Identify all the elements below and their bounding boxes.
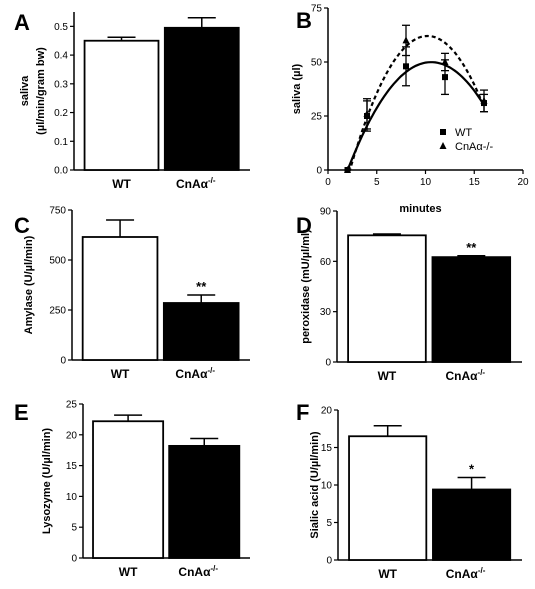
y-tick-label: 30 bbox=[320, 307, 332, 318]
y-tick-label: 25 bbox=[66, 400, 78, 411]
y-axis-label: (µl/min/gram bw) bbox=[35, 47, 47, 135]
y-tick-label: 15 bbox=[321, 443, 333, 454]
data-point-wt bbox=[403, 63, 409, 70]
panel-label-a: A bbox=[14, 10, 30, 35]
y-tick-label: 750 bbox=[49, 206, 66, 217]
y-tick-label: 75 bbox=[311, 4, 323, 15]
y-tick-label: 10 bbox=[66, 492, 78, 503]
data-point-knockout bbox=[363, 109, 371, 117]
legend-label: CnAα-/- bbox=[455, 141, 493, 153]
y-tick-label: 0 bbox=[71, 554, 77, 565]
data-point-knockout bbox=[402, 36, 410, 44]
category-superscript: -/- bbox=[478, 566, 486, 575]
y-tick-label: 15 bbox=[66, 461, 78, 472]
x-axis-label: minutes bbox=[399, 203, 441, 215]
panel-label-f: F bbox=[296, 400, 309, 425]
bar-wt bbox=[347, 234, 427, 363]
bar-wt bbox=[81, 236, 159, 361]
data-point-wt bbox=[442, 74, 448, 81]
category-superscript: -/- bbox=[208, 176, 216, 185]
category-label: CnAα-/- bbox=[446, 368, 486, 383]
data-point-knockout bbox=[344, 166, 351, 173]
y-tick-label: 20 bbox=[66, 430, 78, 441]
category-superscript: -/- bbox=[210, 564, 218, 573]
x-tick-label: 0 bbox=[325, 177, 331, 188]
y-tick-label: 0 bbox=[316, 166, 322, 177]
fit-curve-wt bbox=[346, 61, 485, 171]
y-tick-label: 0.5 bbox=[54, 22, 68, 33]
x-tick-label: 10 bbox=[420, 177, 432, 188]
bar-cna bbox=[163, 26, 240, 171]
panel-label-e: E bbox=[14, 400, 29, 425]
y-axis-label: saliva bbox=[19, 75, 31, 106]
category-superscript: -/- bbox=[207, 366, 215, 375]
y-tick-label: 60 bbox=[320, 257, 332, 268]
y-tick-label: 0.3 bbox=[54, 79, 68, 90]
data-point-knockout bbox=[480, 96, 488, 104]
y-axis-label: Amylase (U/µl/min) bbox=[23, 235, 35, 334]
y-axis-label: peroxidase (mU/µl/ml) bbox=[300, 229, 312, 344]
y-tick-label: 50 bbox=[311, 58, 323, 69]
y-tick-label: 500 bbox=[49, 256, 66, 267]
y-tick-label: 0 bbox=[325, 358, 331, 369]
bar-wt bbox=[348, 435, 428, 561]
panel-label-b: B bbox=[296, 8, 312, 33]
category-label: WT bbox=[112, 177, 131, 191]
data-point-knockout bbox=[441, 58, 449, 65]
y-tick-label: 10 bbox=[321, 481, 333, 492]
category-label: CnAα-/- bbox=[175, 366, 215, 381]
significance-marker: ** bbox=[196, 279, 207, 294]
y-tick-label: 90 bbox=[320, 207, 332, 218]
category-label: WT bbox=[111, 367, 130, 381]
bar-cna bbox=[168, 444, 241, 559]
x-tick-label: 20 bbox=[517, 177, 529, 188]
legend-label: WT bbox=[455, 127, 472, 139]
y-tick-label: 250 bbox=[49, 306, 66, 317]
significance-marker: ** bbox=[466, 240, 477, 255]
y-tick-label: 0.2 bbox=[54, 108, 68, 119]
category-superscript: -/- bbox=[478, 368, 486, 377]
y-tick-label: 20 bbox=[321, 406, 333, 417]
y-axis-label: saliva (µl) bbox=[291, 63, 303, 114]
panel-label-c: C bbox=[14, 213, 30, 238]
fit-curve-knockout bbox=[347, 34, 486, 172]
panel-label-d: D bbox=[296, 213, 312, 238]
category-label: CnAα-/- bbox=[178, 564, 218, 579]
x-tick-label: 15 bbox=[469, 177, 481, 188]
y-tick-label: 0.1 bbox=[54, 137, 68, 148]
bar-wt bbox=[92, 420, 165, 559]
significance-marker: * bbox=[469, 462, 475, 477]
bar-cna bbox=[162, 302, 240, 361]
y-axis-label: Lysozyme (U/µl/min) bbox=[41, 428, 53, 535]
category-label: WT bbox=[119, 565, 138, 579]
y-tick-label: 0 bbox=[326, 556, 332, 567]
y-tick-label: 0.0 bbox=[54, 166, 68, 177]
bar-cna bbox=[432, 488, 512, 561]
category-label: CnAα-/- bbox=[446, 566, 486, 581]
x-tick-label: 5 bbox=[374, 177, 380, 188]
y-tick-label: 0 bbox=[60, 356, 66, 367]
y-tick-label: 5 bbox=[71, 523, 77, 534]
category-label: CnAα-/- bbox=[176, 176, 216, 191]
y-tick-label: 25 bbox=[311, 112, 323, 123]
legend-marker-wt bbox=[440, 129, 446, 135]
category-label: WT bbox=[378, 567, 397, 581]
y-tick-label: 0.4 bbox=[54, 51, 68, 62]
category-label: WT bbox=[378, 369, 397, 383]
y-tick-label: 5 bbox=[326, 518, 332, 529]
y-axis-label: Sialic acid (U/µl/min) bbox=[309, 431, 321, 539]
bar-wt bbox=[83, 39, 160, 171]
legend-marker-knockout bbox=[439, 142, 447, 149]
bar-cna bbox=[431, 256, 512, 363]
